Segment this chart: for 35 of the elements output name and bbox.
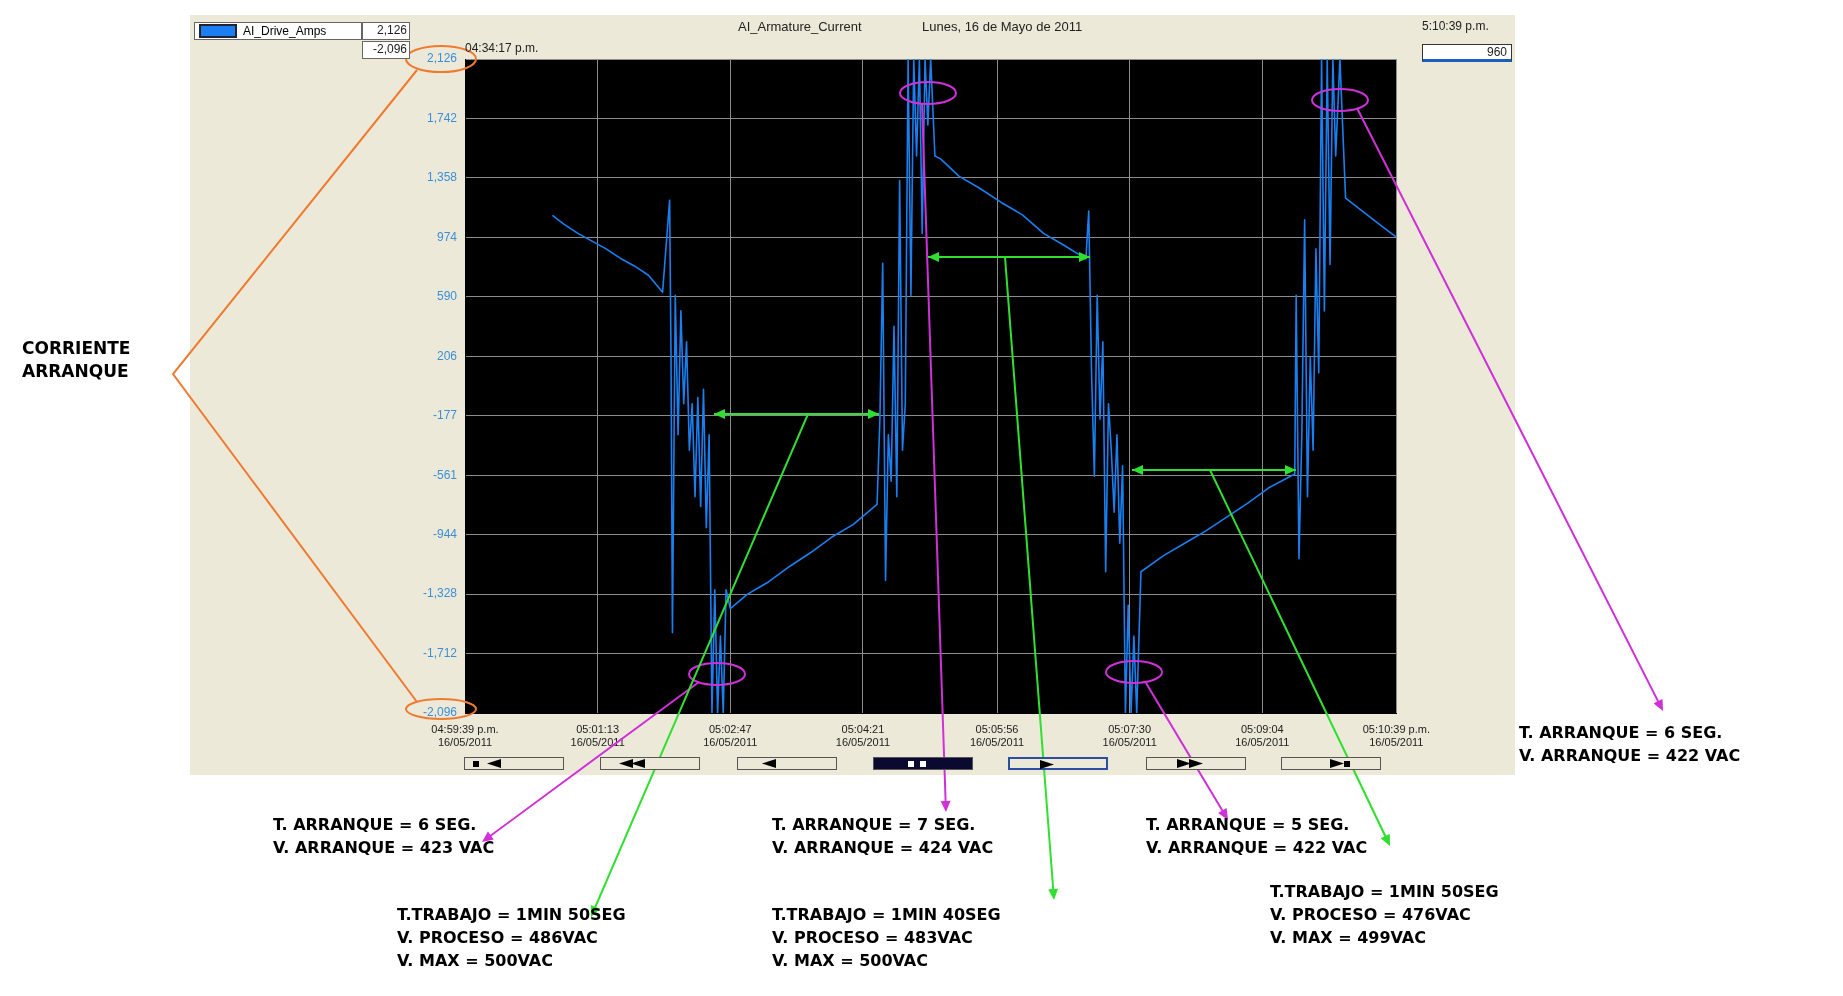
y-tick-label: -177 bbox=[432, 408, 458, 423]
y-tick-label: -1,712 bbox=[422, 645, 458, 660]
x-tick-label: 05:05:56 16/05/2011 bbox=[969, 722, 1025, 748]
text: T. ARRANQUE = 7 SEG. V. ARRANQUE = 424 VAC bbox=[772, 814, 994, 859]
text: T.TRABAJO = 1MIN 50SEG V. PROCESO = 486VAC V. MAX = 500VAC bbox=[397, 904, 626, 972]
text: T.TRABAJO = 1MIN 40SEG V. PROCESO = 483VAC V. MAX = 500VAC bbox=[772, 904, 1001, 972]
y-tick-label: 590 bbox=[436, 289, 458, 304]
x-tick-label: 05:07:30 16/05/2011 bbox=[1102, 722, 1157, 748]
y-tick-label: -1,328 bbox=[422, 586, 458, 601]
y-tick-label: -944 bbox=[432, 526, 458, 541]
x-tick-label: 04:59:39 p.m. 16/05/2011 bbox=[431, 722, 499, 748]
text: T. ARRANQUE = 6 SEG. V. ARRANQUE = 422 VAC bbox=[1519, 722, 1741, 767]
chart-subtitle: Lunes, 16 de Mayo de 2011 bbox=[922, 19, 1083, 34]
y-tick-label: 2,126 bbox=[426, 51, 458, 66]
text: T.TRABAJO = 1MIN 50SEG V. PROCESO = 476VAC V. MAX = 499VAC bbox=[1270, 881, 1499, 949]
y-tick-label: 1,742 bbox=[426, 110, 458, 125]
text: CORRIENTE ARRANQUE bbox=[22, 337, 131, 383]
text: 5:10:39 p.m. bbox=[1422, 19, 1489, 33]
legend-label: AI_Drive_Amps bbox=[243, 24, 327, 38]
y-tick-label: 974 bbox=[436, 229, 458, 244]
text: 2,126 bbox=[362, 22, 410, 40]
text: T. ARRANQUE = 6 SEG. V. ARRANQUE = 423 VAC bbox=[273, 814, 495, 859]
y-tick-label: -2,096 bbox=[422, 705, 458, 720]
text: 960 bbox=[1422, 44, 1512, 62]
chart-title: AI_Armature_Current bbox=[738, 19, 862, 34]
x-tick-label: 05:09:04 16/05/2011 bbox=[1235, 722, 1290, 748]
y-tick-label: -561 bbox=[432, 467, 458, 482]
y-tick-label: 206 bbox=[436, 348, 458, 363]
y-tick-label: 1,358 bbox=[426, 170, 458, 185]
text: 04:34:17 p.m. bbox=[465, 41, 539, 55]
text: -2,096 bbox=[362, 41, 410, 59]
x-tick-label: 05:04:21 16/05/2011 bbox=[835, 722, 891, 748]
x-tick-label: 05:10:39 p.m. 16/05/2011 bbox=[1362, 722, 1431, 748]
text: T. ARRANQUE = 5 SEG. V. ARRANQUE = 422 VAC bbox=[1146, 814, 1368, 859]
x-tick-label: 05:02:47 16/05/2011 bbox=[703, 722, 758, 748]
